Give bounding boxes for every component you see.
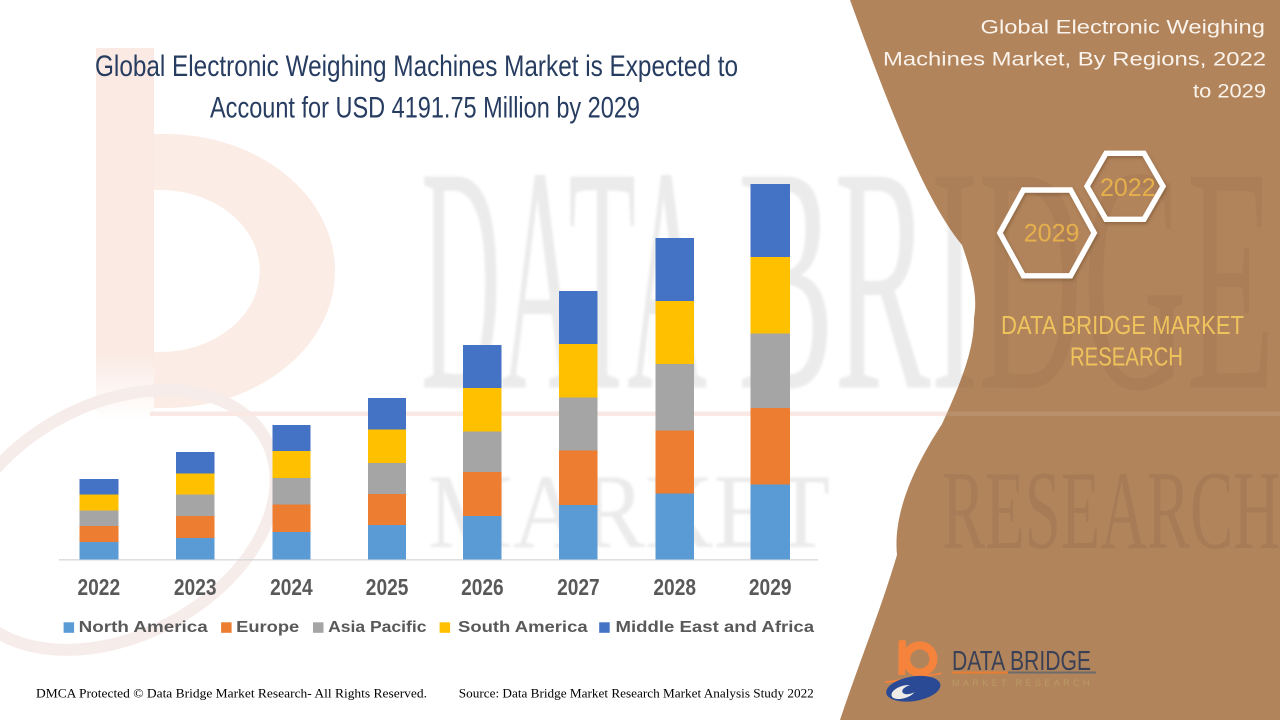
svg-text:2022: 2022: [78, 574, 121, 600]
svg-text:2026: 2026: [461, 574, 504, 600]
svg-text:2024: 2024: [270, 574, 313, 600]
svg-text:North America: North America: [79, 619, 208, 636]
svg-text:Account for USD 4191.75 Millio: Account for USD 4191.75 Million by 2029: [210, 92, 640, 125]
svg-text:2028: 2028: [653, 574, 696, 600]
svg-text:2025: 2025: [366, 574, 409, 600]
svg-text:2023: 2023: [174, 574, 217, 600]
svg-text:Global Electronic Weighing Mac: Global Electronic Weighing Machines Mark…: [95, 50, 738, 83]
svg-text:DATA BRIDGE: DATA BRIDGE: [952, 645, 1091, 676]
svg-text:MARKET RESEARCH: MARKET RESEARCH: [952, 678, 1093, 688]
svg-text:2029: 2029: [749, 574, 792, 600]
svg-text:Europe: Europe: [236, 619, 299, 636]
svg-text:RESEARCH: RESEARCH: [1070, 344, 1183, 372]
svg-text:DATA BRIDGE MARKET: DATA BRIDGE MARKET: [1001, 312, 1244, 340]
svg-text:Asia Pacific: Asia Pacific: [328, 619, 427, 636]
svg-text:to 2029: to 2029: [1193, 80, 1266, 102]
svg-text:RESEARCH: RESEARCH: [942, 449, 1280, 573]
svg-text:South America: South America: [458, 619, 588, 636]
svg-text:Source: Data Bridge Market Res: Source: Data Bridge Market Research Mark…: [459, 687, 814, 701]
svg-text:2022: 2022: [1100, 174, 1156, 202]
svg-text:2027: 2027: [557, 574, 600, 600]
svg-text:2029: 2029: [1024, 220, 1080, 248]
svg-text:DMCA Protected © Data Bridge M: DMCA Protected © Data Bridge Market Rese…: [36, 687, 427, 701]
svg-text:Global Electronic Weighing: Global Electronic Weighing: [981, 16, 1265, 38]
svg-text:Machines Market, By Regions, 2: Machines Market, By Regions, 2022: [883, 48, 1266, 70]
svg-text:Middle East and Africa: Middle East and Africa: [616, 619, 815, 636]
